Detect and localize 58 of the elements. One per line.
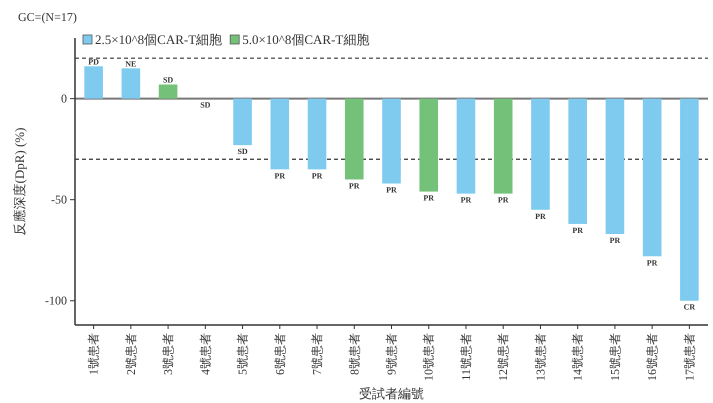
data-label: PR — [312, 171, 323, 180]
data-label: PR — [423, 194, 434, 203]
bar — [344, 98, 364, 180]
bar — [606, 98, 624, 234]
data-label: PR — [610, 236, 620, 246]
x-tick-label: 17號患者 — [682, 333, 696, 381]
bar — [122, 68, 140, 99]
bar — [382, 98, 401, 184]
x-tick-label: 8號患者 — [347, 333, 362, 375]
chart-title: GC=(N=17) — [18, 10, 77, 24]
x-tick-label: 5號患者 — [236, 333, 250, 375]
data-label: PR — [572, 226, 584, 235]
x-tick-label: 1號患者 — [86, 333, 101, 375]
data-label: SD — [237, 147, 248, 156]
data-label: PR — [386, 186, 398, 195]
data-label: PR — [535, 212, 546, 221]
x-tick-label: 13號患者 — [533, 333, 548, 381]
x-tick-label: 16號患者 — [645, 333, 660, 381]
x-tick-label: 15號患者 — [608, 333, 622, 381]
bar — [494, 98, 513, 194]
y-tick-label: -100 — [45, 294, 67, 308]
x-tick-label: 11號患者 — [458, 333, 473, 381]
x-tick-label: 12號患者 — [496, 333, 510, 381]
bar — [308, 98, 326, 170]
bar — [531, 98, 550, 210]
legend-label: 5.0×10^8個CAR-T細胞 — [242, 32, 370, 47]
x-axis-title: 受試者編號 — [359, 386, 424, 401]
x-tick-label: 14號患者 — [570, 333, 585, 381]
bar — [680, 98, 699, 301]
x-tick-label: 4號患者 — [198, 333, 212, 375]
data-label: PR — [460, 196, 472, 205]
bar — [642, 98, 662, 256]
legend-label: 2.5×10^8個CAR-T細胞 — [95, 32, 222, 47]
data-label: SD — [200, 100, 211, 110]
x-tick-label: 9號患者 — [384, 333, 398, 375]
bar — [456, 98, 476, 194]
y-axis-title: 反應深度(DpR) (%) — [12, 128, 27, 236]
bar — [158, 84, 178, 99]
bar — [568, 98, 587, 224]
x-tick-label: 7號患者 — [310, 333, 324, 375]
data-label: SD — [162, 75, 174, 84]
data-label: PD — [88, 57, 100, 66]
bar — [233, 98, 252, 146]
x-tick-label: 3號患者 — [161, 333, 176, 375]
x-tick-label: 10號患者 — [422, 333, 436, 381]
data-label: PR — [646, 258, 658, 268]
bar — [84, 66, 103, 99]
bar — [419, 98, 438, 192]
data-label: CR — [684, 302, 696, 312]
y-tick-label: 0 — [61, 92, 67, 106]
data-label: PR — [498, 196, 509, 205]
y-tick-label: -50 — [51, 192, 67, 207]
data-label: NE — [125, 59, 136, 68]
bar — [270, 98, 290, 170]
data-label: PR — [274, 171, 286, 180]
data-label: PR — [348, 181, 360, 190]
x-tick-label: 6號患者 — [272, 333, 287, 375]
x-tick-label: 2號患者 — [124, 333, 138, 375]
